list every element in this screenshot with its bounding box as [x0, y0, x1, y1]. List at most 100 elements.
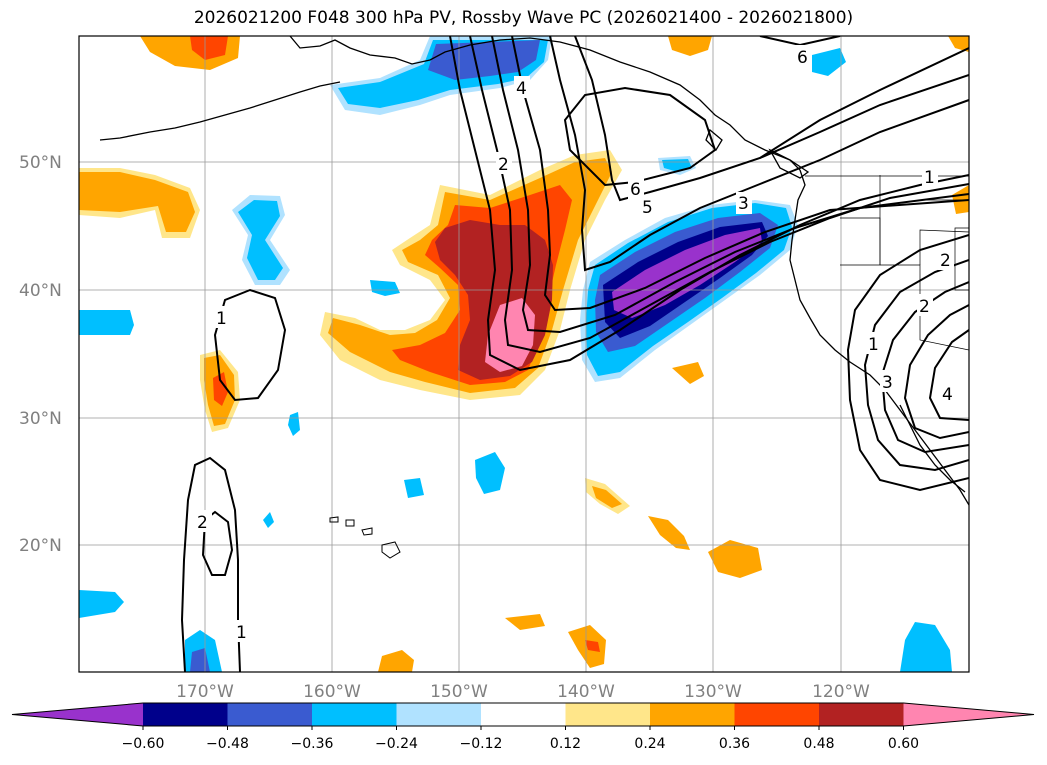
contour-label-bg-2 — [514, 76, 530, 98]
colorbar-tick-label: 0.36 — [719, 736, 750, 752]
contour-sw-2b — [201, 510, 234, 576]
pv-anomaly-south-blue-2 — [900, 622, 952, 672]
contour-label-6-north: 6 — [797, 48, 808, 68]
alaska-coast — [289, 36, 801, 171]
west-coast-usa — [789, 169, 969, 506]
border-state-5 — [954, 227, 969, 291]
pv-anomaly-small-red-6 — [585, 640, 600, 652]
colorbar-segment-9 — [819, 703, 904, 726]
contour-label-1-west: 1 — [216, 309, 227, 329]
contour-label-bg-7 — [922, 166, 938, 188]
contour-label-bg-6 — [736, 192, 752, 214]
coastlines — [99, 36, 969, 506]
political-borders — [805, 175, 969, 351]
aleutian-chain — [99, 81, 341, 141]
contour-label-2-east: 2 — [919, 297, 930, 317]
pv-anomaly-small-orange-3 — [648, 516, 690, 550]
contour-label-4: 4 — [516, 79, 527, 99]
contour-label-bg-15 — [938, 248, 954, 270]
colorbar-segment-0 — [12, 703, 143, 726]
contour-west-1 — [213, 288, 287, 402]
pv-anomaly-small-blue-8 — [79, 590, 124, 618]
pv-anomaly-north-redorange-1 — [190, 36, 228, 60]
colorbar-tick-label: −0.48 — [206, 736, 249, 752]
pv-anomaly-small-blue-6 — [404, 478, 424, 498]
graticule — [79, 36, 969, 672]
map-frame — [78, 35, 970, 673]
hawaii-maui — [361, 527, 373, 536]
colorbar: −0.60 −0.48 −0.36 −0.24 −0.12 0.12 0.24 0.36 0.4… — [11, 702, 1035, 752]
hawaii-big-island — [381, 541, 401, 559]
colorbar-tick-label: −0.36 — [291, 736, 334, 752]
colorbar-segment-10 — [903, 703, 1034, 726]
pv-anomaly-small-blue-5 — [475, 452, 505, 494]
pv-anomaly-west-blue-1b — [238, 200, 283, 280]
pv-anomaly-small-orange-2b — [592, 486, 622, 508]
colorbar-tick-label: 0.60 — [888, 736, 919, 752]
contour-ridge-5 — [549, 36, 969, 272]
contour-label-bg-13 — [866, 332, 882, 354]
contour-label-bg-8 — [214, 306, 230, 328]
contour-label-5: 5 — [642, 198, 653, 218]
colorbar-segment-3 — [312, 703, 397, 726]
colorbar-segment-5 — [481, 703, 566, 726]
contour-label-3-east: 3 — [882, 373, 893, 393]
chart-title: 2026021200 F048 300 hPa PV, Rossby Wave … — [193, 8, 854, 28]
pv-anomaly-north-orange-2 — [668, 36, 712, 56]
colorbar-tick-label: 0.48 — [803, 736, 834, 752]
pv-anomaly-pink-central — [485, 298, 535, 372]
pv-anomaly-west-orange-1b — [79, 172, 195, 232]
rossby-contours — [180, 36, 969, 672]
pv-anomaly-sw-red — [213, 372, 228, 406]
contour-east-4 — [928, 329, 969, 421]
contour-label-1-south: 1 — [236, 623, 247, 643]
colorbar-segment-7 — [650, 703, 735, 726]
contour-label-2-trough: 2 — [498, 155, 509, 175]
contour-east-1 — [846, 234, 969, 492]
contour-label-bg-3 — [496, 152, 512, 174]
pv-anomaly-small-blue-3 — [370, 280, 400, 296]
contour-label-bg-4 — [628, 178, 644, 200]
contour-trough-4c — [491, 36, 969, 334]
contour-sw-2 — [180, 456, 241, 672]
contour-label-bg-9 — [196, 510, 212, 532]
pv-anomaly-west-blue-2 — [79, 310, 134, 335]
contour-trough-4a — [449, 36, 969, 372]
contour-label-1-ne: 1 — [924, 168, 935, 188]
contour-label-bg-1 — [795, 45, 811, 67]
contour-label-bg-11 — [880, 370, 896, 392]
pv-anomaly-east-orange — [952, 185, 969, 214]
lat-label-40n: 40°N — [19, 281, 62, 301]
lon-label-160w: 160°W — [303, 682, 361, 702]
contour-east-1b — [863, 259, 969, 472]
colorbar-tick-label: −0.60 — [122, 736, 165, 752]
lon-label-130w: 130°W — [684, 682, 742, 702]
contour-label-2-coast: 2 — [940, 251, 951, 271]
contour-label-bg-12 — [940, 382, 956, 404]
colorbar-segment-1 — [143, 703, 228, 726]
contour-label-1-east: 1 — [868, 335, 879, 355]
lat-label-50n: 50°N — [19, 153, 62, 173]
contour-labels: 6 4 2 6 5 3 1 1 2 2 3 4 1 1 — [196, 45, 956, 643]
map-panel: 6 4 2 6 5 3 1 1 2 2 3 4 1 1 — [79, 36, 969, 672]
lat-label-30n: 30°N — [19, 409, 62, 429]
pv-anomaly-small-orange-7 — [378, 650, 414, 672]
contour-ridge-6b — [563, 86, 717, 187]
colorbar-tick-label: −0.12 — [460, 736, 503, 752]
hawaii-islands — [329, 516, 401, 559]
pv-anomaly-small-orange-4 — [708, 540, 762, 578]
pv-anomaly-small-blue-10 — [812, 48, 846, 76]
contour-label-bg-5 — [640, 196, 656, 218]
colorbar-segment-6 — [565, 703, 651, 726]
border-state-6 — [919, 229, 969, 265]
contour-label-3: 3 — [738, 194, 749, 214]
pv-anomaly-small-orange-5 — [505, 614, 545, 630]
contour-ridge-6d — [759, 47, 969, 159]
colorbar-tick-label: −0.24 — [375, 736, 418, 752]
lon-label-150w: 150°W — [430, 682, 488, 702]
contour-label-4-east: 4 — [942, 385, 953, 405]
lon-label-170w: 170°W — [176, 682, 234, 702]
pv-anomaly-north-orange-3 — [948, 36, 969, 52]
lon-label-120w: 120°W — [812, 682, 870, 702]
